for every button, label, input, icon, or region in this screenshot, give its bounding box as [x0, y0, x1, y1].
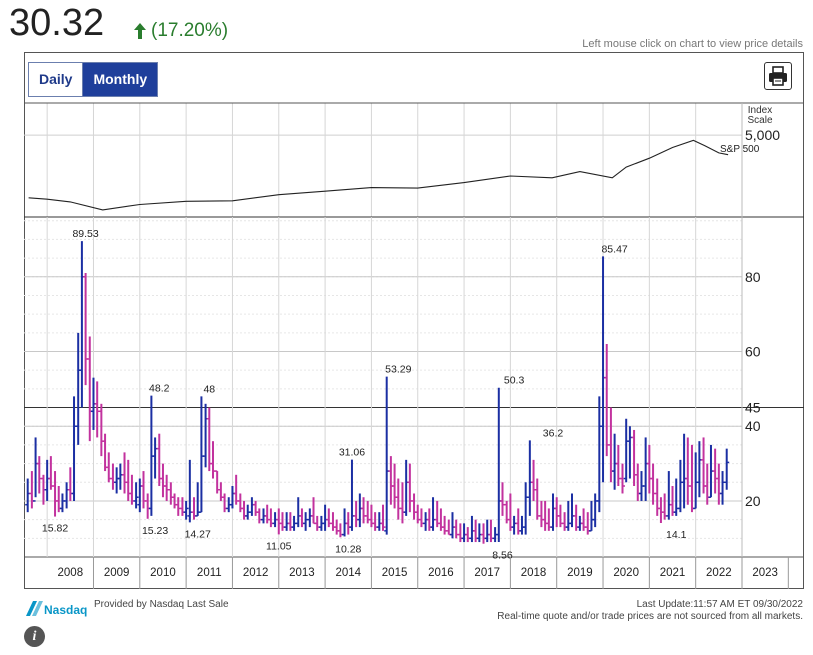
- tab-monthly[interactable]: Monthly: [82, 63, 158, 96]
- provided-by: Provided by Nasdaq Last Sale: [94, 599, 229, 610]
- price-change: (17.20%): [151, 20, 229, 41]
- print-button[interactable]: [764, 62, 792, 90]
- info-icon[interactable]: i: [24, 626, 45, 647]
- current-price: 30.32: [9, 2, 105, 44]
- tab-daily[interactable]: Daily: [29, 63, 83, 96]
- printer-icon: [769, 66, 787, 86]
- chart-frame[interactable]: [24, 52, 804, 589]
- nasdaq-logo-text: Nasdaq: [44, 603, 87, 617]
- chart-hint: Left mouse click on chart to view price …: [582, 38, 803, 50]
- nasdaq-logo: Nasdaq: [26, 601, 87, 617]
- up-arrow-icon: [134, 23, 146, 39]
- interval-tabs: Daily Monthly: [28, 62, 159, 97]
- disclaimer: Real-time quote and/or trade prices are …: [497, 611, 803, 622]
- last-update: Last Update:11:57 AM ET 09/30/2022: [636, 599, 803, 610]
